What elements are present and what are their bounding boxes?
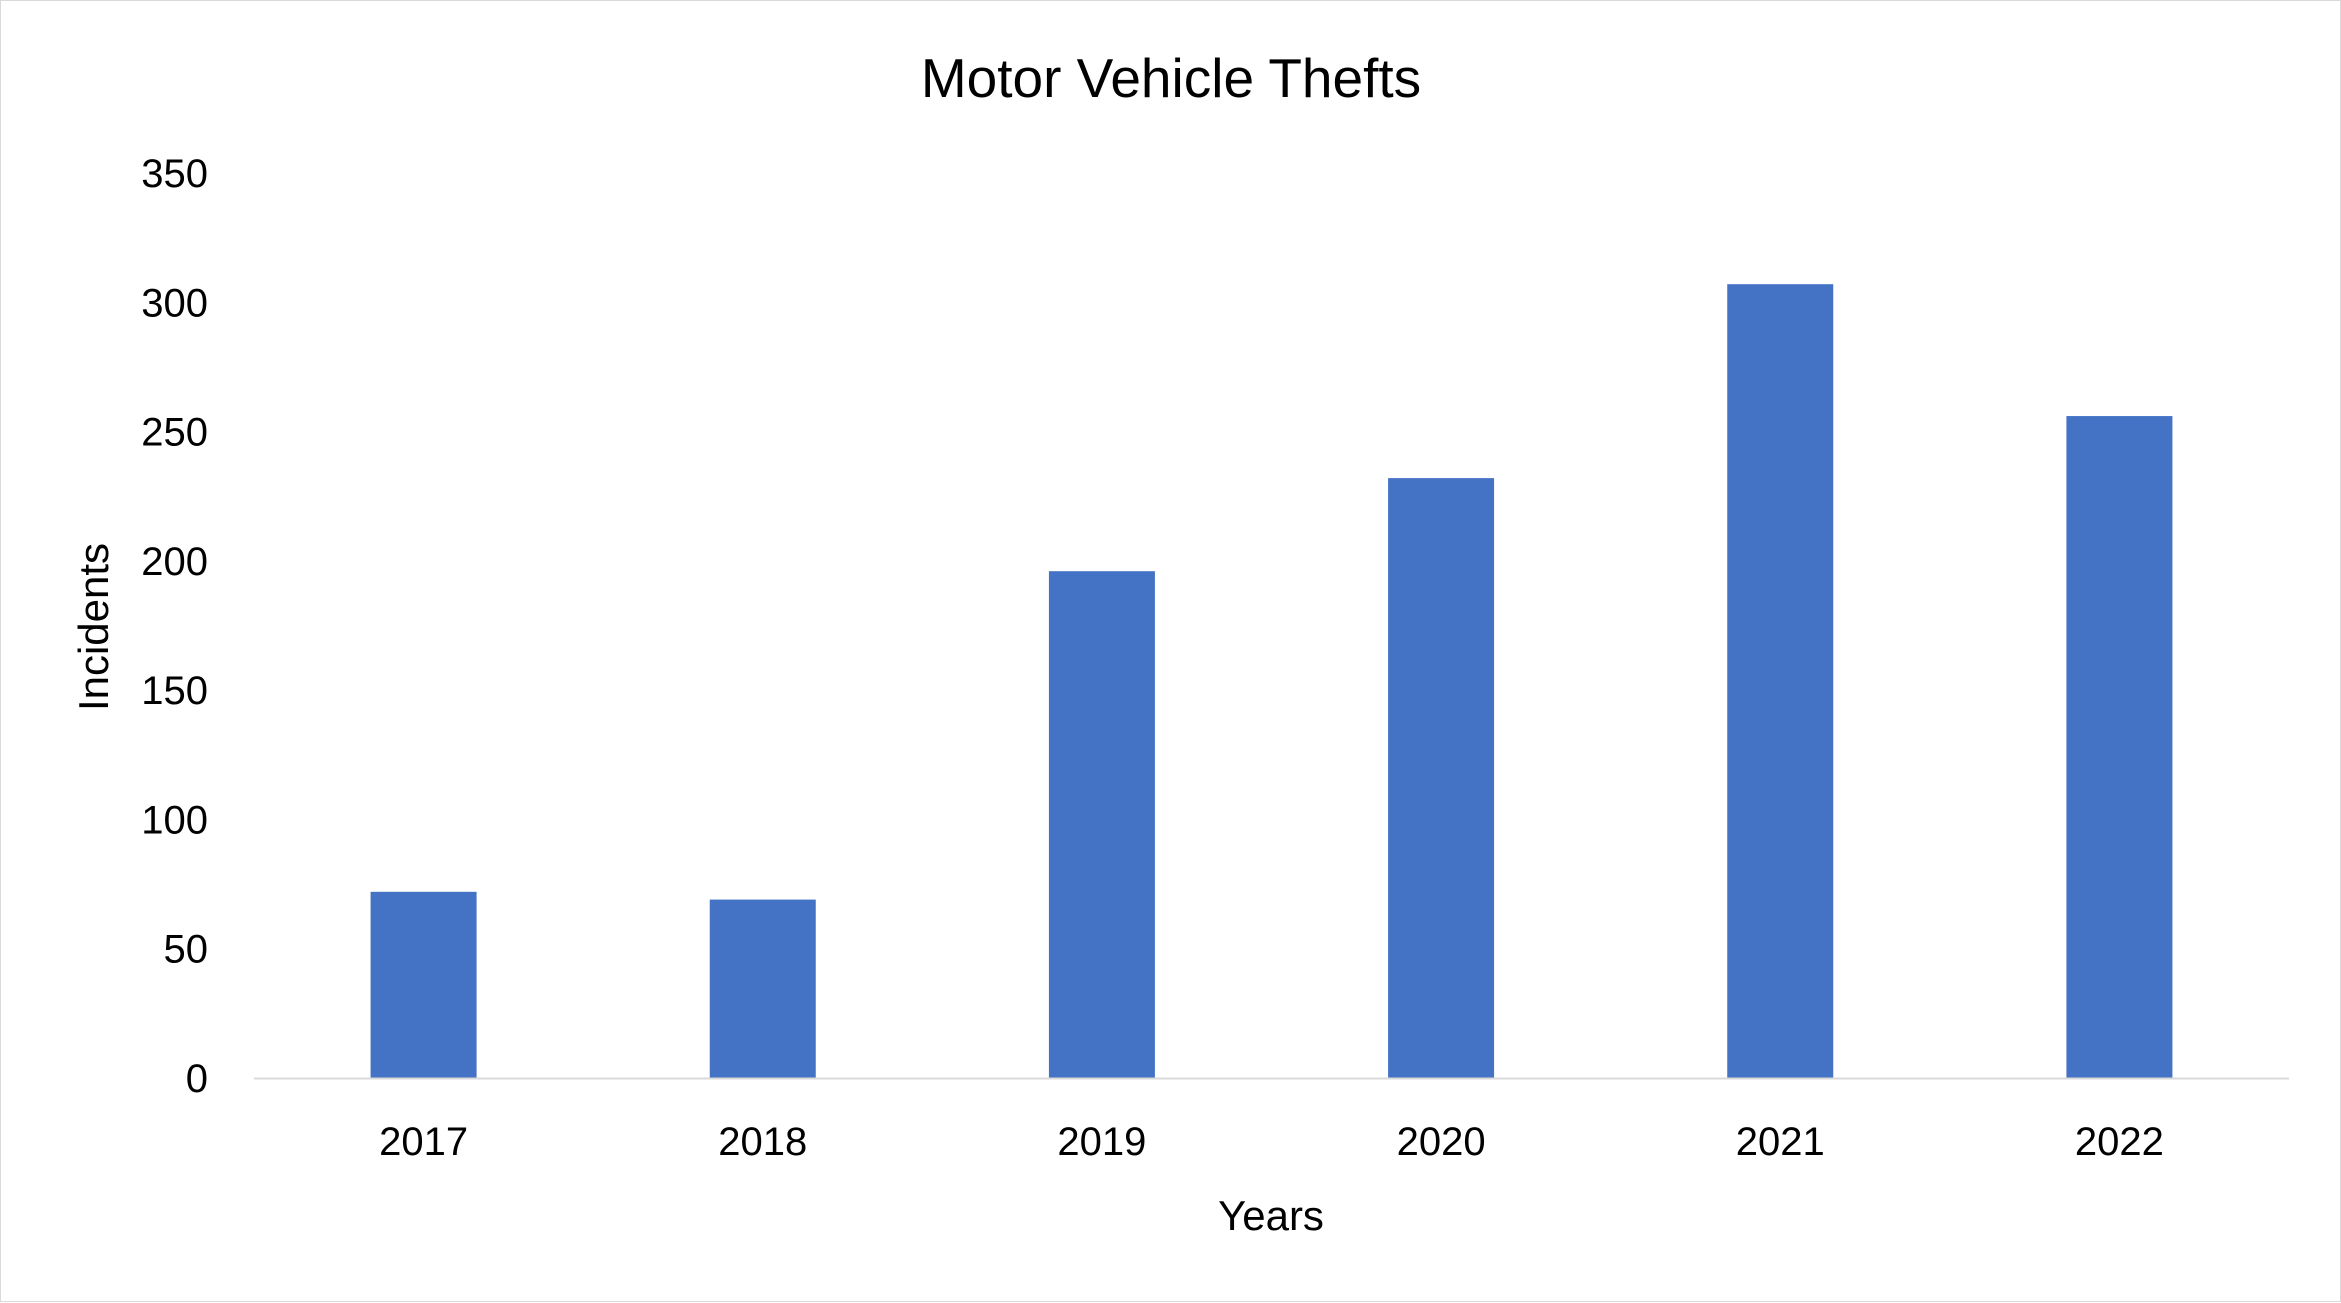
y-axis-title: Incidents <box>70 543 117 711</box>
x-tick-label: 2022 <box>2075 1120 2164 1164</box>
y-axis-ticks: 0 50 100 150 200 250 300 350 <box>141 152 208 1101</box>
chart-title: Motor Vehicle Thefts <box>921 47 1421 109</box>
x-tick-label: 2021 <box>1736 1120 1825 1164</box>
y-tick-label: 200 <box>141 540 208 584</box>
x-tick-label: 2017 <box>379 1120 468 1164</box>
bar-2020 <box>1388 478 1495 1079</box>
y-tick-label: 250 <box>141 411 208 455</box>
y-tick-label: 0 <box>186 1057 208 1101</box>
x-tick-label: 2019 <box>1057 1120 1146 1164</box>
x-axis-title: Years <box>1218 1192 1324 1239</box>
x-axis-ticks: 2017 2018 2019 2020 2021 2022 <box>379 1120 2164 1164</box>
y-tick-label: 300 <box>141 281 208 325</box>
y-tick-label: 150 <box>141 669 208 713</box>
bars <box>370 284 2173 1079</box>
bar-2021 <box>1727 284 1834 1079</box>
bar-2019 <box>1048 571 1155 1078</box>
x-tick-label: 2020 <box>1397 1120 1486 1164</box>
bar-2018 <box>709 899 816 1078</box>
bar-2017 <box>370 891 477 1078</box>
y-tick-label: 50 <box>164 928 209 972</box>
y-tick-label: 350 <box>141 152 208 196</box>
x-tick-label: 2018 <box>718 1120 807 1164</box>
bar-2022 <box>2066 416 2173 1078</box>
y-tick-label: 100 <box>141 798 208 842</box>
